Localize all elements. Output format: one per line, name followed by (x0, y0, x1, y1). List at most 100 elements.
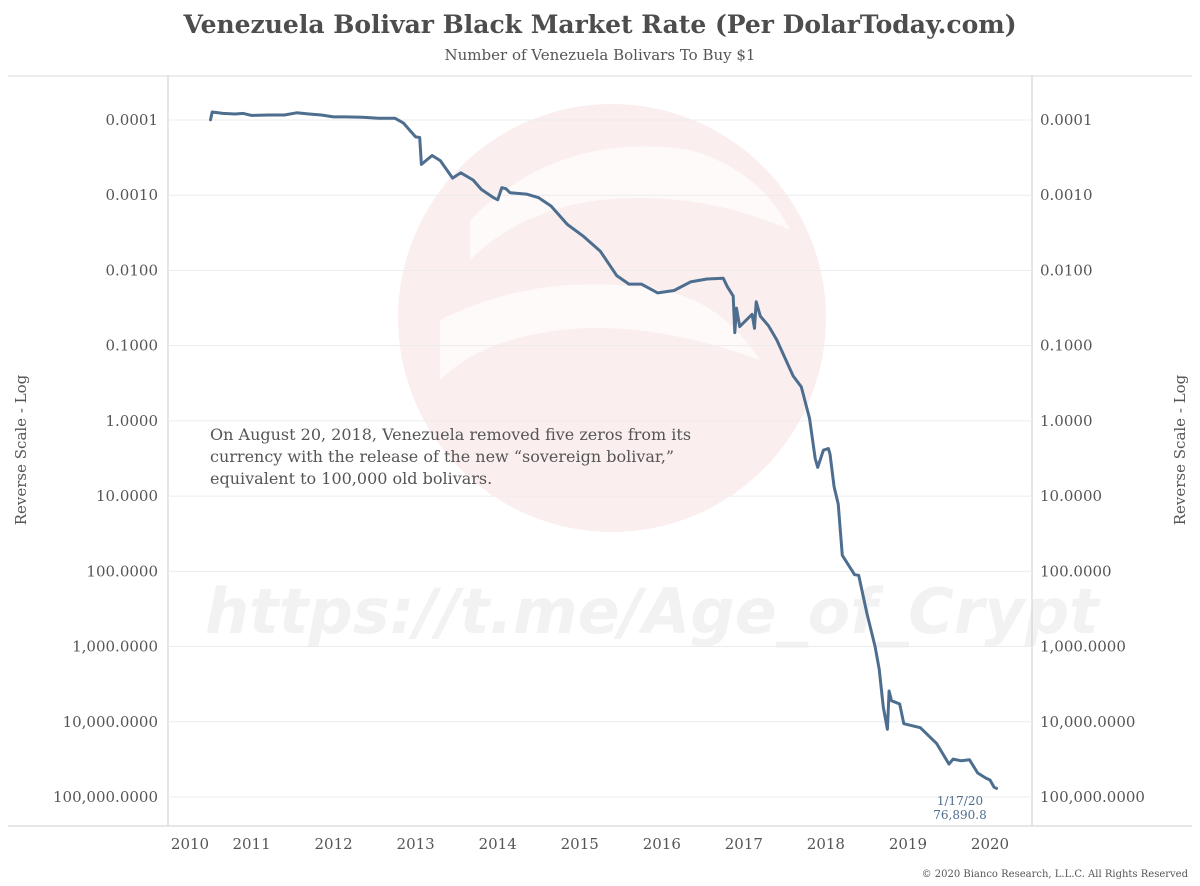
x-tick-label: 2018 (807, 835, 845, 853)
series-point-37 (615, 274, 618, 277)
series-points (209, 111, 998, 790)
series-point-77 (903, 722, 905, 725)
series-point-22 (451, 177, 454, 179)
gridlines (168, 119, 1032, 798)
series-point-27 (496, 199, 499, 201)
chart-title: Venezuela Bolivar Black Market Rate (Per… (183, 10, 1017, 39)
x-tick-label: 2016 (643, 835, 681, 853)
x-tick-label: 2012 (314, 835, 352, 853)
series-point-57 (800, 386, 803, 388)
series-point-20 (431, 154, 433, 157)
y-tick-label-left: 0.0001 (106, 111, 159, 129)
series-point-0 (209, 119, 212, 121)
series-point-19 (420, 163, 423, 166)
y-tick-label-left: 0.0010 (106, 186, 159, 204)
watermark-logo (398, 104, 826, 532)
series-point-48 (735, 307, 738, 309)
annotation-line-3: equivalent to 100,000 old bolivars. (210, 469, 492, 488)
series-point-65 (837, 503, 839, 505)
series-point-16 (402, 122, 405, 124)
annotation-line-2: currency with the release of the new “so… (210, 447, 674, 466)
series-point-68 (857, 574, 860, 577)
series-point-43 (706, 278, 708, 280)
series-point-78 (919, 726, 922, 729)
series-point-51 (753, 327, 756, 330)
y-ticks-left: 0.0001 0.0010 0.0100 0.1000 1.0000 10.0000 100… (53, 111, 158, 806)
series-point-55 (775, 339, 778, 341)
end-label-date: 1/17/20 (937, 794, 983, 808)
series-point-46 (732, 295, 734, 297)
series-point-81 (952, 758, 954, 760)
series-point-64 (833, 486, 835, 488)
series-point-34 (566, 223, 569, 226)
series-point-69 (866, 612, 868, 615)
series-point-10 (320, 114, 323, 116)
x-tick-label: 2013 (397, 835, 435, 853)
series-point-36 (599, 250, 602, 252)
y-tick-label-right: 10,000.0000 (1040, 713, 1135, 731)
y-tick-label-right: 0.1000 (1040, 337, 1093, 355)
series-point-23 (460, 172, 462, 174)
y-tick-label-left: 1,000.0000 (72, 638, 158, 656)
series-point-28 (501, 186, 503, 189)
end-label-value: 76,890.8 (933, 808, 986, 822)
y-tick-label-right: 100.0000 (1040, 562, 1112, 580)
y-tick-label-right: 0.0001 (1040, 111, 1093, 129)
series-point-14 (377, 117, 380, 120)
series-point-88 (995, 787, 998, 790)
series-point-72 (882, 706, 885, 708)
series-point-15 (394, 117, 396, 120)
series-point-45 (726, 286, 729, 288)
annotation-line-1: On August 20, 2018, Venezuela removed fi… (210, 425, 691, 444)
y-tick-label-left: 1.0000 (106, 412, 159, 430)
series-point-63 (829, 453, 831, 455)
x-tick-label: 2019 (889, 835, 927, 853)
series-point-74 (888, 690, 890, 692)
y-tick-label-left: 100.0000 (86, 562, 158, 580)
x-tick-label: 2015 (561, 835, 599, 853)
x-tick-label: 2020 (971, 835, 1009, 853)
y-tick-label-left: 0.0100 (106, 261, 159, 279)
y-tick-label-right: 10.0000 (1040, 487, 1102, 505)
y-tick-label-left: 100,000.0000 (53, 788, 158, 806)
series-point-50 (751, 313, 753, 316)
series-point-31 (525, 193, 528, 195)
series-point-84 (976, 772, 979, 774)
series-point-38 (628, 283, 630, 285)
series-point-56 (792, 375, 794, 377)
series-point-61 (822, 449, 825, 452)
series-point-73 (886, 728, 889, 731)
x-tick-label: 2014 (479, 835, 517, 853)
watermark-text: https://t.me/Age_of_Crypt (205, 575, 1101, 648)
series-point-30 (509, 191, 511, 194)
y-axis-label-left: Reverse Scale - Log (12, 374, 30, 525)
series-point-25 (480, 188, 483, 191)
series-point-1 (211, 111, 213, 113)
chart-subtitle: Number of Venezuela Bolivars To Buy $1 (444, 46, 756, 64)
series-point-17 (414, 136, 417, 138)
series-point-66 (841, 554, 844, 557)
series-point-62 (827, 447, 830, 450)
series-point-18 (418, 136, 421, 139)
series-point-35 (583, 235, 585, 238)
copyright: © 2020 Bianco Research, L.L.C. All Right… (921, 869, 1188, 880)
series-point-41 (673, 289, 675, 292)
series-point-3 (234, 113, 236, 115)
series-point-52 (755, 301, 757, 303)
series-point-60 (816, 466, 819, 469)
series-point-26 (492, 196, 495, 199)
series-point-33 (550, 205, 552, 207)
y-tick-label-right: 1.0000 (1040, 412, 1093, 430)
series-point-42 (689, 281, 692, 283)
series-point-83 (968, 759, 971, 761)
series-point-67 (853, 573, 856, 576)
y-tick-label-right: 0.0010 (1040, 186, 1093, 204)
series-point-6 (267, 114, 269, 116)
series-point-39 (640, 283, 643, 285)
series-point-58 (808, 417, 811, 420)
series-point-47 (734, 331, 736, 334)
series-point-4 (242, 112, 245, 115)
y-tick-label-left: 10.0000 (96, 487, 158, 505)
series-point-86 (989, 779, 991, 781)
